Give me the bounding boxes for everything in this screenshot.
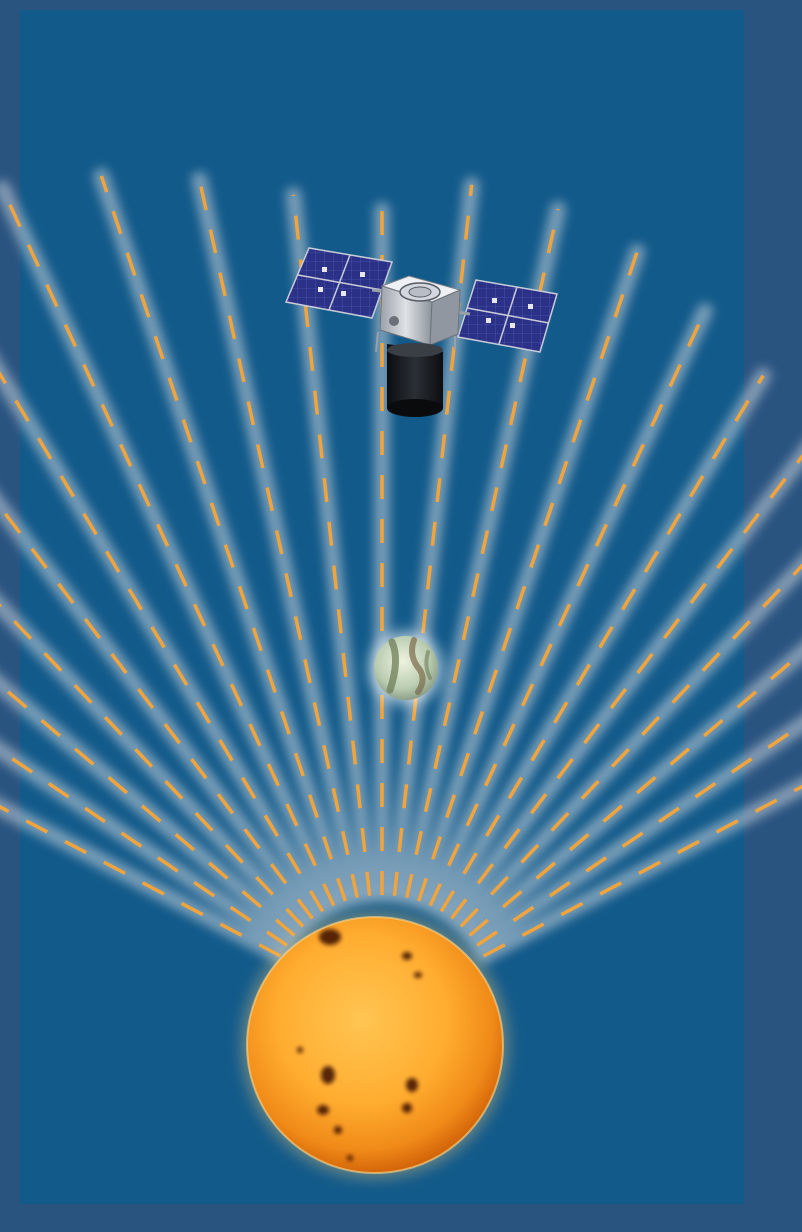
light-ray: [0, 682, 296, 937]
light-ray: [0, 748, 288, 947]
left-solar-panel: [284, 247, 394, 319]
light-ray: [476, 722, 802, 947]
light-ray: [439, 374, 765, 913]
light-ray: [197, 179, 360, 899]
light-ray: [482, 784, 802, 958]
ray-glow: [461, 642, 802, 944]
light-ray: [0, 503, 314, 920]
light-ray: [450, 453, 802, 920]
ray-glow: [0, 797, 289, 965]
ray-glow: [410, 243, 646, 910]
light-ray: [428, 310, 707, 907]
right-solar-panel: [455, 279, 558, 353]
planet: [362, 624, 450, 712]
light-ray: [459, 563, 802, 928]
sunspots: [297, 929, 422, 1161]
light-ray: [99, 175, 347, 902]
light-ray: [291, 194, 372, 896]
sun: [233, 903, 517, 1187]
spacecraft: [284, 247, 558, 417]
ray-glow: [0, 594, 311, 935]
telescope-tube: [387, 343, 443, 417]
light-ray: [0, 370, 325, 913]
ray-glow: [0, 180, 342, 914]
